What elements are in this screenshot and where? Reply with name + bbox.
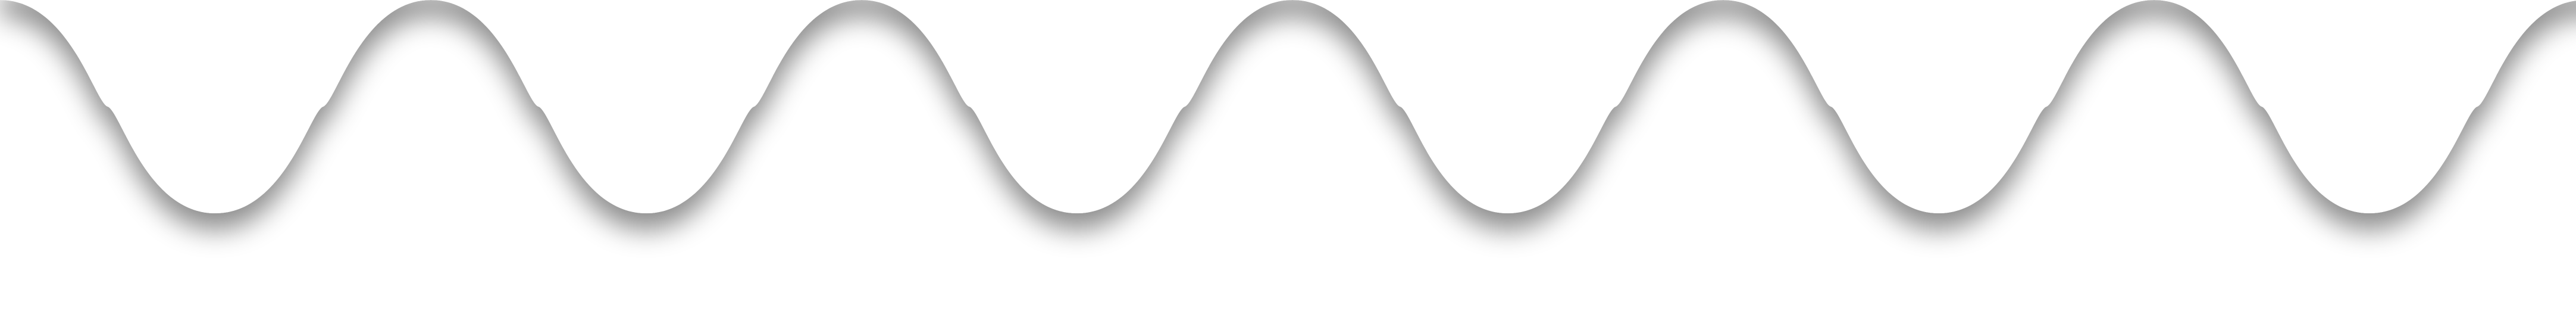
- wave-fill: [0, 0, 2576, 213]
